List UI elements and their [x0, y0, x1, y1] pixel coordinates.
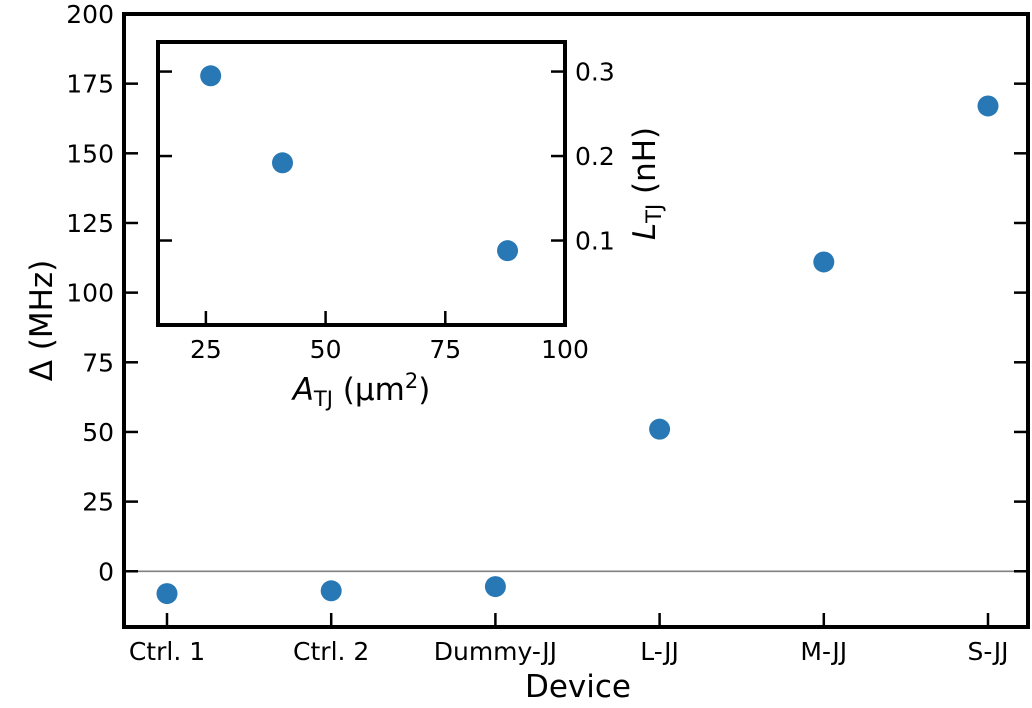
data-point	[484, 576, 506, 598]
y-tick-label: 200	[66, 0, 114, 29]
data-point	[320, 580, 342, 602]
y-tick-label: 50	[82, 418, 114, 447]
main-chart: 0 25 50 75 100 125 150 175 200 Ctrl. 1 Ctrl. 2 Dumm…	[24, 0, 1030, 705]
x-tick-label: Ctrl. 1	[129, 637, 205, 666]
inset-chart: 25 50 75 100 0.1 0.2 0.3 ATJ (μm2) LTJ (nH)	[156, 40, 666, 411]
inset-x-axis-title: ATJ (μm2)	[291, 369, 431, 411]
inset-data-point	[200, 65, 222, 87]
y-tick-label: 100	[66, 279, 114, 308]
x-tick-label: M-JJ	[800, 637, 847, 666]
inset-x-tick-label: 75	[429, 335, 461, 364]
y-axis-title: Δ (MHz)	[24, 260, 60, 382]
y-tick-label: 175	[66, 70, 114, 99]
x-tick-label: S-JJ	[967, 637, 1008, 666]
inset-x-tick-label: 100	[541, 335, 589, 364]
inset-data-point	[497, 240, 519, 262]
inset-y-tick-label: 0.1	[575, 227, 615, 256]
data-point	[156, 583, 178, 605]
inset-y-axis-title: LTJ (nH)	[627, 127, 666, 240]
plot-frame	[122, 12, 1030, 629]
inset-x-tick-label: 25	[190, 335, 222, 364]
y-tick-label: 0	[98, 557, 114, 586]
y-tick-label: 125	[66, 209, 114, 238]
inset-data-point	[271, 152, 293, 174]
x-axis-title: Device	[525, 669, 631, 705]
y-tick-label: 75	[82, 348, 114, 377]
inset-frame	[156, 40, 567, 327]
inset-background	[158, 42, 565, 325]
x-tick-label: Dummy-JJ	[434, 637, 557, 666]
y-tick-label: 150	[66, 139, 114, 168]
data-point	[649, 418, 671, 440]
x-tick-label: L-JJ	[640, 637, 679, 666]
x-tick-label: Ctrl. 2	[293, 637, 369, 666]
inset-x-tick-label: 50	[310, 335, 342, 364]
inset-y-tick-label: 0.2	[575, 142, 615, 171]
inset-y-tick-label: 0.3	[575, 58, 615, 87]
data-point	[813, 251, 835, 273]
y-tick-label: 25	[82, 488, 114, 517]
data-point	[977, 95, 999, 117]
